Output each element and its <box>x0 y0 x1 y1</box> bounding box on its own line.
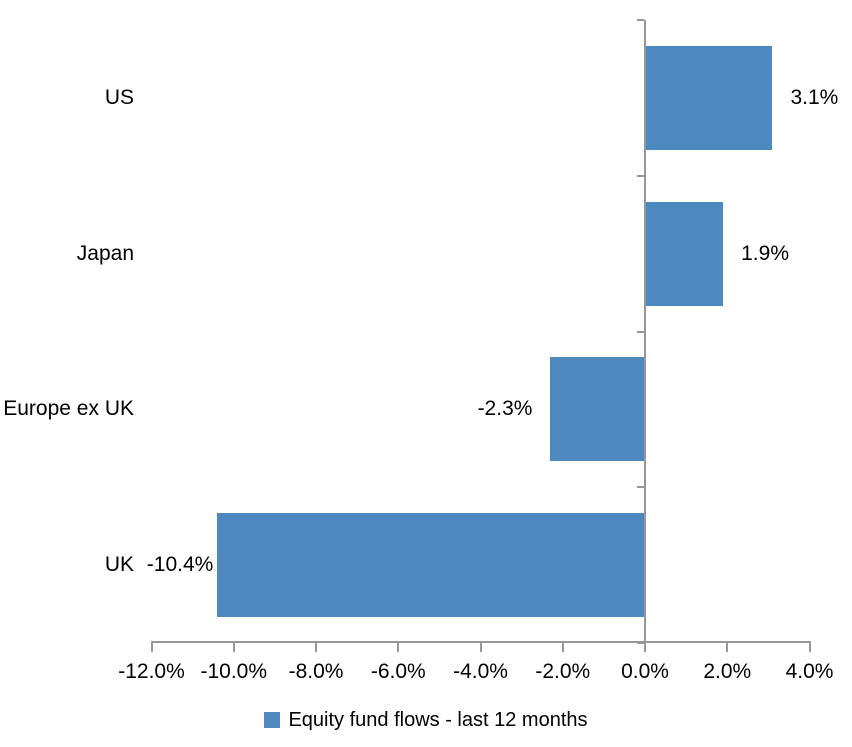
y-axis-tick <box>637 642 644 644</box>
y-axis-tick <box>637 19 644 21</box>
x-axis-tick <box>232 643 235 652</box>
category-label-uk: UK <box>104 553 134 577</box>
x-axis-tick <box>479 643 482 652</box>
x-tick-label: -10.0% <box>200 660 268 683</box>
category-label-japan: Japan <box>76 241 134 265</box>
x-axis-tick <box>397 643 400 652</box>
bar-uk <box>217 513 644 618</box>
y-axis-tick <box>637 330 644 333</box>
legend-label: Equity fund flows - last 12 months <box>288 709 588 731</box>
x-axis-tick <box>561 643 564 652</box>
bar-us <box>646 45 773 150</box>
x-tick-label: -2.0% <box>535 660 591 683</box>
bar-europe-ex-uk <box>550 357 644 462</box>
value-label-uk: -10.4% <box>146 553 214 577</box>
x-tick-label: -8.0% <box>288 660 344 683</box>
x-axis-tick <box>726 643 729 652</box>
x-axis-tick <box>808 643 811 652</box>
x-tick-label: -6.0% <box>370 660 426 683</box>
x-tick-label: -12.0% <box>118 660 185 683</box>
bar-japan <box>646 201 724 306</box>
x-tick-label: 4.0% <box>785 660 834 683</box>
value-label-us: 3.1% <box>790 85 839 109</box>
x-tick-label: 2.0% <box>703 660 752 683</box>
category-label-europe-ex-uk: Europe ex UK <box>3 397 134 421</box>
x-tick-label: -4.0% <box>453 660 508 683</box>
legend-swatch-icon <box>264 712 281 728</box>
x-axis-tick <box>644 643 646 652</box>
x-axis-tick <box>150 643 153 652</box>
value-label-europe-ex-uk: -2.3% <box>477 397 533 421</box>
legend: Equity fund flows - last 12 months <box>0 708 852 732</box>
y-axis-tick <box>637 174 644 177</box>
value-label-japan: 1.9% <box>741 241 789 265</box>
x-axis-line <box>150 641 811 643</box>
category-label-us: US <box>104 85 134 109</box>
x-tick-label: 0.0% <box>621 660 669 683</box>
y-axis-tick <box>637 486 644 489</box>
x-axis-tick <box>315 643 317 652</box>
y-axis-line <box>644 20 646 643</box>
